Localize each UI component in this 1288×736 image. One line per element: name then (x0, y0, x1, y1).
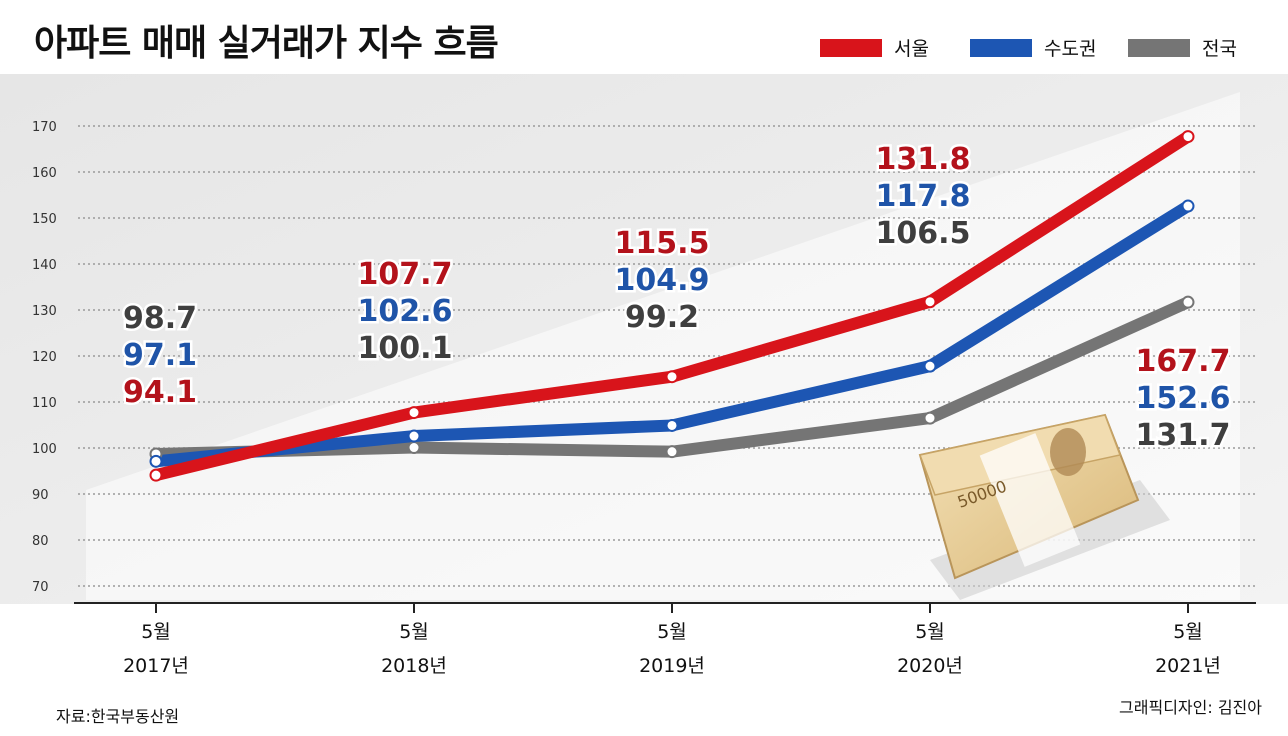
x-tick-year: 2021년 (1155, 655, 1221, 677)
y-tick-label: 110 (32, 396, 57, 411)
design-credit: 그래픽디자인: 김진아 (1119, 698, 1262, 717)
data-label-capital-area: 97.1 (123, 338, 197, 373)
data-point-seoul (665, 370, 679, 384)
legend-item-seoul: 서울 (820, 34, 929, 61)
source-note: 자료:한국부동산원 (56, 707, 180, 726)
x-tick-year: 2019년 (639, 655, 705, 677)
y-tick-label: 160 (32, 166, 57, 181)
x-tick-month: 5월 (657, 621, 687, 643)
legend-label-seoul: 서울 (894, 38, 929, 60)
legend-item-nationwide: 전국 (1128, 34, 1237, 61)
chart-title: 아파트 매매 실거래가 지수 흐름 (34, 23, 499, 64)
money-illustration: 50000 (918, 413, 1170, 600)
x-tick-year: 2017년 (123, 655, 189, 677)
data-point-capital-area (407, 429, 421, 443)
legend-swatch-nationwide (1128, 38, 1190, 57)
data-point-capital-area (923, 359, 937, 373)
data-label-nationwide: 131.7 (1136, 418, 1231, 453)
x-tick-year: 2018년 (381, 655, 447, 677)
portrait-icon (1050, 428, 1086, 476)
data-label-capital-area: 102.6 (358, 294, 453, 329)
y-tick-label: 150 (32, 212, 57, 227)
y-tick-label: 70 (32, 580, 49, 595)
x-tick-month: 5월 (1173, 621, 1203, 643)
y-tick-label: 90 (32, 488, 49, 503)
data-label-capital-area: 152.6 (1136, 381, 1231, 416)
money-band (979, 433, 1081, 567)
data-point-capital-area (665, 418, 679, 432)
legend-item-capital-area: 수도권 (970, 34, 1096, 61)
legend-label-capital-area: 수도권 (1044, 38, 1097, 60)
data-point-seoul (923, 295, 937, 309)
data-point-capital-area (149, 454, 163, 468)
legend-swatch-seoul (820, 38, 882, 57)
y-tick-label: 100 (32, 442, 57, 457)
x-tick-month: 5월 (141, 621, 171, 643)
data-point-nationwide (407, 441, 421, 455)
y-tick-label: 140 (32, 258, 57, 273)
data-label-capital-area: 117.8 (876, 179, 971, 214)
data-label-nationwide: 106.5 (876, 216, 971, 251)
x-tick-month: 5월 (399, 621, 429, 643)
data-label-nationwide: 98.7 (123, 301, 197, 336)
data-point-nationwide (923, 411, 937, 425)
data-point-seoul (149, 468, 163, 482)
y-tick-label: 170 (32, 120, 57, 135)
data-point-seoul (1181, 130, 1195, 144)
y-tick-label: 120 (32, 350, 57, 365)
legend-label-nationwide: 전국 (1202, 38, 1237, 60)
data-label-seoul: 115.5 (615, 226, 710, 261)
x-tick-year: 2020년 (897, 655, 963, 677)
data-point-capital-area (1181, 199, 1195, 213)
data-label-capital-area: 104.9 (615, 263, 710, 298)
data-point-nationwide (1181, 295, 1195, 309)
data-label-nationwide: 99.2 (625, 300, 699, 335)
data-label-seoul: 107.7 (358, 257, 453, 292)
data-label-seoul: 131.8 (876, 142, 971, 177)
x-tick-month: 5월 (915, 621, 945, 643)
data-label-nationwide: 100.1 (358, 331, 453, 366)
y-tick-label: 80 (32, 534, 49, 549)
legend-swatch-capital-area (970, 38, 1032, 57)
data-label-seoul: 167.7 (1136, 344, 1231, 379)
data-point-nationwide (665, 445, 679, 459)
y-tick-label: 130 (32, 304, 57, 319)
data-point-seoul (407, 406, 421, 420)
data-label-seoul: 94.1 (123, 375, 197, 410)
